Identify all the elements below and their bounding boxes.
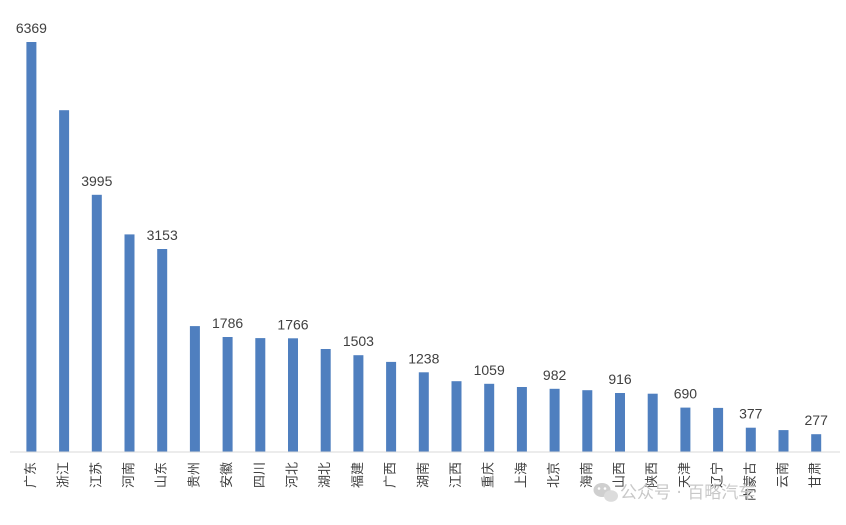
data-label-0: 6369 (16, 20, 47, 36)
category-label-21: 辽宁 (710, 462, 726, 488)
bar-11 (386, 361, 397, 452)
data-label-24: 277 (805, 412, 829, 428)
category-label-5: 贵州 (187, 462, 202, 488)
category-label-2: 江苏 (88, 462, 104, 488)
bar-9 (320, 349, 331, 452)
category-label-17: 海南 (579, 462, 595, 488)
category-label-3: 河南 (121, 462, 137, 488)
bar-7 (255, 338, 266, 452)
bar-24 (811, 434, 822, 452)
category-label-4: 山东 (155, 462, 170, 488)
category-label-15: 上海 (514, 462, 529, 488)
bar-17 (582, 390, 593, 452)
bar-2 (91, 194, 102, 453)
category-label-22: 内蒙古 (742, 462, 758, 501)
bar-4 (157, 249, 168, 452)
category-label-20: 天津 (678, 462, 693, 488)
category-label-19: 陕西 (645, 462, 660, 488)
data-label-4: 3153 (147, 227, 178, 243)
bar-14 (484, 383, 495, 452)
bar-0 (26, 42, 37, 452)
bar-21 (713, 407, 724, 452)
data-label-20: 690 (674, 386, 698, 402)
category-label-11: 广西 (384, 462, 399, 488)
wechat-icon (593, 483, 618, 502)
watermark: 公众号 · 百略汽车 (593, 483, 755, 503)
data-label-18: 916 (608, 371, 632, 387)
category-label-8: 河北 (286, 462, 301, 488)
bar-8 (288, 338, 298, 452)
bar-5 (189, 326, 200, 452)
category-label-6: 安徽 (220, 462, 235, 488)
data-label-10: 1503 (343, 333, 374, 349)
data-label-8: 1766 (277, 316, 308, 332)
category-label-13: 江西 (449, 462, 464, 488)
bar-12 (418, 372, 429, 452)
category-label-23: 云南 (775, 462, 791, 488)
data-label-12: 1238 (408, 350, 439, 366)
category-label-12: 湖南 (415, 462, 431, 488)
category-label-16: 北京 (547, 462, 562, 488)
bar-23 (778, 430, 789, 452)
category-label-24: 甘肃 (809, 462, 824, 488)
category-labels-group: 广东 浙江 江苏 河南 山东 贵州 安徽 四川 河北 湖北 福建 广西 湖南 江西 重庆 上海 北京 海南 山西 陕西… (24, 462, 824, 501)
watermark-text: 公众号 · 百略汽车 (620, 483, 755, 503)
bar-3 (124, 234, 135, 452)
data-label-6: 1786 (212, 315, 243, 331)
bar-13 (451, 381, 462, 452)
bar-19 (647, 393, 658, 452)
bar-18 (615, 393, 625, 452)
category-label-10: 福建 (351, 462, 366, 488)
bar-10 (353, 355, 364, 452)
category-label-0: 广东 (24, 462, 39, 488)
category-label-9: 湖北 (318, 462, 333, 488)
bar-15 (516, 387, 527, 452)
category-label-14: 重庆 (481, 462, 497, 488)
data-labels-group: 6369 3995 3153 1786 1766 1503 1238 1059 982 916 69… (16, 20, 828, 428)
bar-20 (680, 407, 691, 452)
category-label-1: 浙江 (57, 462, 72, 488)
bar-6 (222, 337, 233, 452)
bars-group (26, 42, 822, 453)
category-label-7: 四川 (253, 462, 268, 488)
data-label-14: 1059 (474, 362, 505, 378)
data-label-22: 377 (739, 406, 763, 422)
category-label-18: 山西 (613, 462, 628, 488)
bar-1 (59, 110, 70, 452)
bar-16 (549, 388, 560, 452)
data-label-16: 982 (543, 367, 567, 383)
data-label-2: 3995 (81, 173, 112, 189)
bar-22 (745, 427, 756, 452)
